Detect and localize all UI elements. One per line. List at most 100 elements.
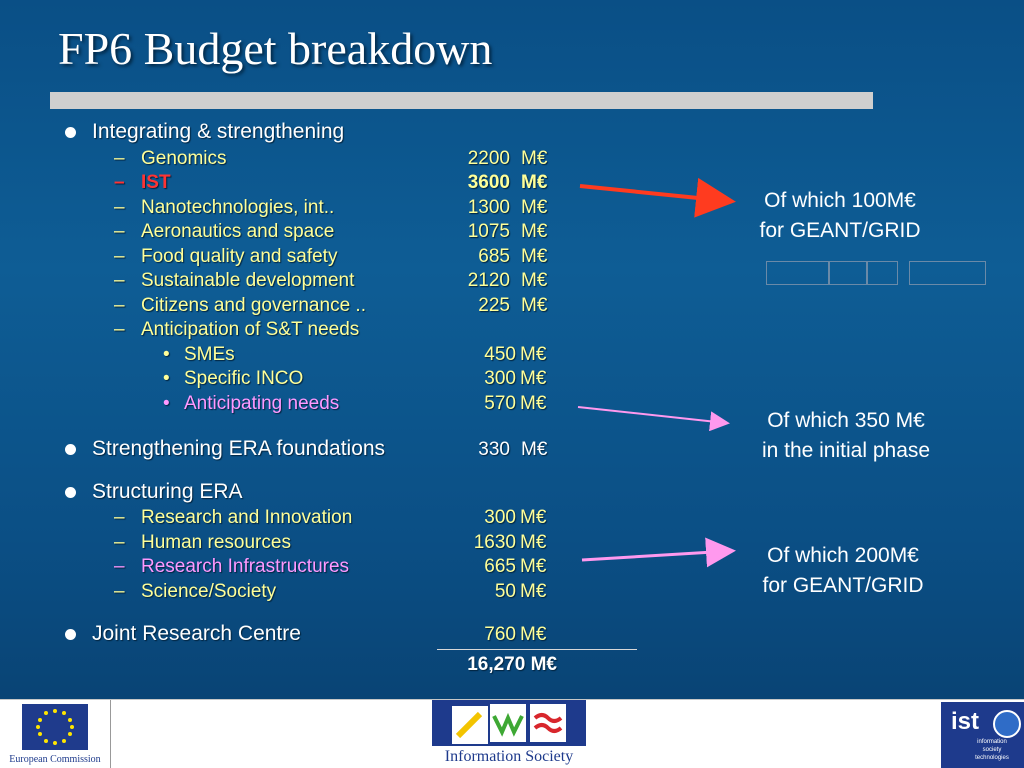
bullet-dot bbox=[65, 444, 76, 455]
ist-tagline-line: society bbox=[982, 747, 1002, 753]
amount-smes: 450 bbox=[484, 344, 516, 365]
dash: – bbox=[114, 532, 125, 553]
ist-tagline: information society technologies bbox=[969, 738, 1015, 762]
logo-tile-green bbox=[490, 704, 526, 742]
item-genomics: Genomics bbox=[141, 148, 227, 169]
dash: – bbox=[114, 319, 125, 340]
item-research-innovation: Research and Innovation bbox=[141, 507, 353, 528]
amount-aeronautics: 1075 bbox=[467, 221, 510, 242]
globe-icon bbox=[993, 710, 1021, 738]
slide: FP6 Budget breakdown Integrating & stren… bbox=[50, 23, 986, 675]
item-anticipating-needs: Anticipating needs bbox=[184, 393, 340, 414]
unit: M€ bbox=[520, 368, 547, 389]
item-specific-inco: Specific INCO bbox=[184, 368, 304, 389]
information-society-label: Information Society bbox=[432, 746, 586, 768]
dash: – bbox=[114, 556, 125, 577]
item-nanotechnologies: Nanotechnologies, int.. bbox=[141, 197, 335, 218]
unit: M€ bbox=[520, 393, 547, 414]
section-joint-research-centre: Joint Research Centre bbox=[92, 622, 301, 645]
dash: – bbox=[114, 270, 125, 291]
item-aeronautics: Aeronautics and space bbox=[141, 221, 335, 242]
total-rule bbox=[437, 649, 637, 650]
unit: M€ bbox=[521, 172, 548, 193]
arrow-anticipating bbox=[577, 406, 730, 432]
empty-box bbox=[766, 261, 830, 285]
item-research-infrastructures: Research Infrastructures bbox=[141, 556, 350, 577]
unit: M€ bbox=[521, 246, 548, 267]
arrows-layer bbox=[577, 177, 736, 568]
item-ist: IST bbox=[141, 172, 171, 193]
note-anticipating-line2: in the initial phase bbox=[761, 439, 931, 462]
item-sustainable-development: Sustainable development bbox=[141, 270, 355, 291]
dash: – bbox=[114, 148, 125, 169]
bullet-dot bbox=[65, 629, 76, 640]
unit: M€ bbox=[520, 344, 547, 365]
footer-separator bbox=[110, 700, 111, 768]
bullet-dot bbox=[65, 487, 76, 498]
amount-research-infrastructures: 665 bbox=[484, 556, 516, 577]
dash: – bbox=[114, 295, 125, 316]
small-bullet: • bbox=[163, 393, 170, 414]
amount-strengthening-era: 330 bbox=[478, 439, 510, 460]
ec-logo: European Commission bbox=[0, 702, 110, 768]
section-strengthening-era: Strengthening ERA foundations bbox=[92, 437, 386, 460]
item-human-resources: Human resources bbox=[141, 532, 291, 553]
arrow-ist bbox=[579, 177, 736, 218]
empty-box bbox=[866, 261, 898, 285]
footer-divider bbox=[0, 699, 1024, 700]
amount-ist: 3600 bbox=[467, 172, 510, 193]
amount-genomics: 2200 bbox=[467, 148, 510, 169]
amount-science-society: 50 bbox=[494, 581, 516, 602]
amount-specific-inco: 300 bbox=[484, 368, 516, 389]
unit: M€ bbox=[520, 624, 547, 645]
amount-research-innovation: 300 bbox=[484, 507, 516, 528]
dash: – bbox=[114, 507, 125, 528]
amount-citizens-governance: 225 bbox=[478, 295, 510, 316]
slide-title: FP6 Budget breakdown bbox=[58, 23, 493, 74]
dash: – bbox=[114, 172, 125, 193]
note-infrastructures-line2: for GEANT/GRID bbox=[762, 574, 924, 597]
ist-tagline-line: technologies bbox=[975, 755, 1009, 761]
item-anticipation: Anticipation of S&T needs bbox=[141, 319, 360, 340]
total-amount: 16,270 M€ bbox=[467, 654, 557, 675]
unit: M€ bbox=[520, 556, 547, 577]
item-food-quality: Food quality and safety bbox=[141, 246, 338, 267]
footer: European Commission Information Society … bbox=[0, 700, 1024, 768]
unit: M€ bbox=[520, 507, 547, 528]
unit: M€ bbox=[521, 197, 548, 218]
empty-box bbox=[909, 261, 986, 285]
bullet-dot bbox=[65, 127, 76, 138]
note-anticipating: Of which 350 M€ in the initial phase bbox=[726, 406, 966, 466]
amount-joint-research-centre: 760 bbox=[484, 624, 516, 645]
unit: M€ bbox=[521, 148, 548, 169]
note-infrastructures: Of which 200M€ for GEANT/GRID bbox=[723, 541, 963, 601]
amount-nanotechnologies: 1300 bbox=[467, 197, 510, 218]
unit: M€ bbox=[521, 439, 548, 460]
section-integrating: Integrating & strengthening bbox=[92, 120, 345, 143]
ist-tagline-line: information bbox=[977, 739, 1007, 745]
ist-logo: ist information society technologies bbox=[941, 702, 1024, 768]
unit: M€ bbox=[521, 295, 548, 316]
unit: M€ bbox=[520, 581, 547, 602]
note-infrastructures-line1: Of which 200M€ bbox=[767, 544, 919, 567]
empty-box bbox=[828, 261, 868, 285]
ist-logo-text: ist bbox=[951, 708, 980, 735]
information-society-logo: Information Society bbox=[432, 700, 586, 768]
item-citizens-governance: Citizens and governance .. bbox=[141, 295, 366, 316]
unit: M€ bbox=[521, 270, 548, 291]
note-ist-line1: Of which 100M€ bbox=[764, 189, 916, 212]
dash: – bbox=[114, 246, 125, 267]
note-anticipating-line1: Of which 350 M€ bbox=[767, 409, 925, 432]
dash: – bbox=[114, 581, 125, 602]
section-structuring-era: Structuring ERA bbox=[92, 480, 243, 503]
eu-flag-icon bbox=[22, 704, 88, 750]
amount-human-resources: 1630 bbox=[473, 532, 516, 553]
note-ist-line2: for GEANT/GRID bbox=[759, 219, 921, 242]
logo-tile-yellow bbox=[450, 704, 490, 746]
ec-label: European Commission bbox=[9, 754, 101, 765]
dash: – bbox=[114, 197, 125, 218]
dash: – bbox=[114, 221, 125, 242]
amount-anticipating-needs: 570 bbox=[484, 393, 516, 414]
amount-food-quality: 685 bbox=[478, 246, 510, 267]
title-underline-bar bbox=[50, 92, 873, 109]
